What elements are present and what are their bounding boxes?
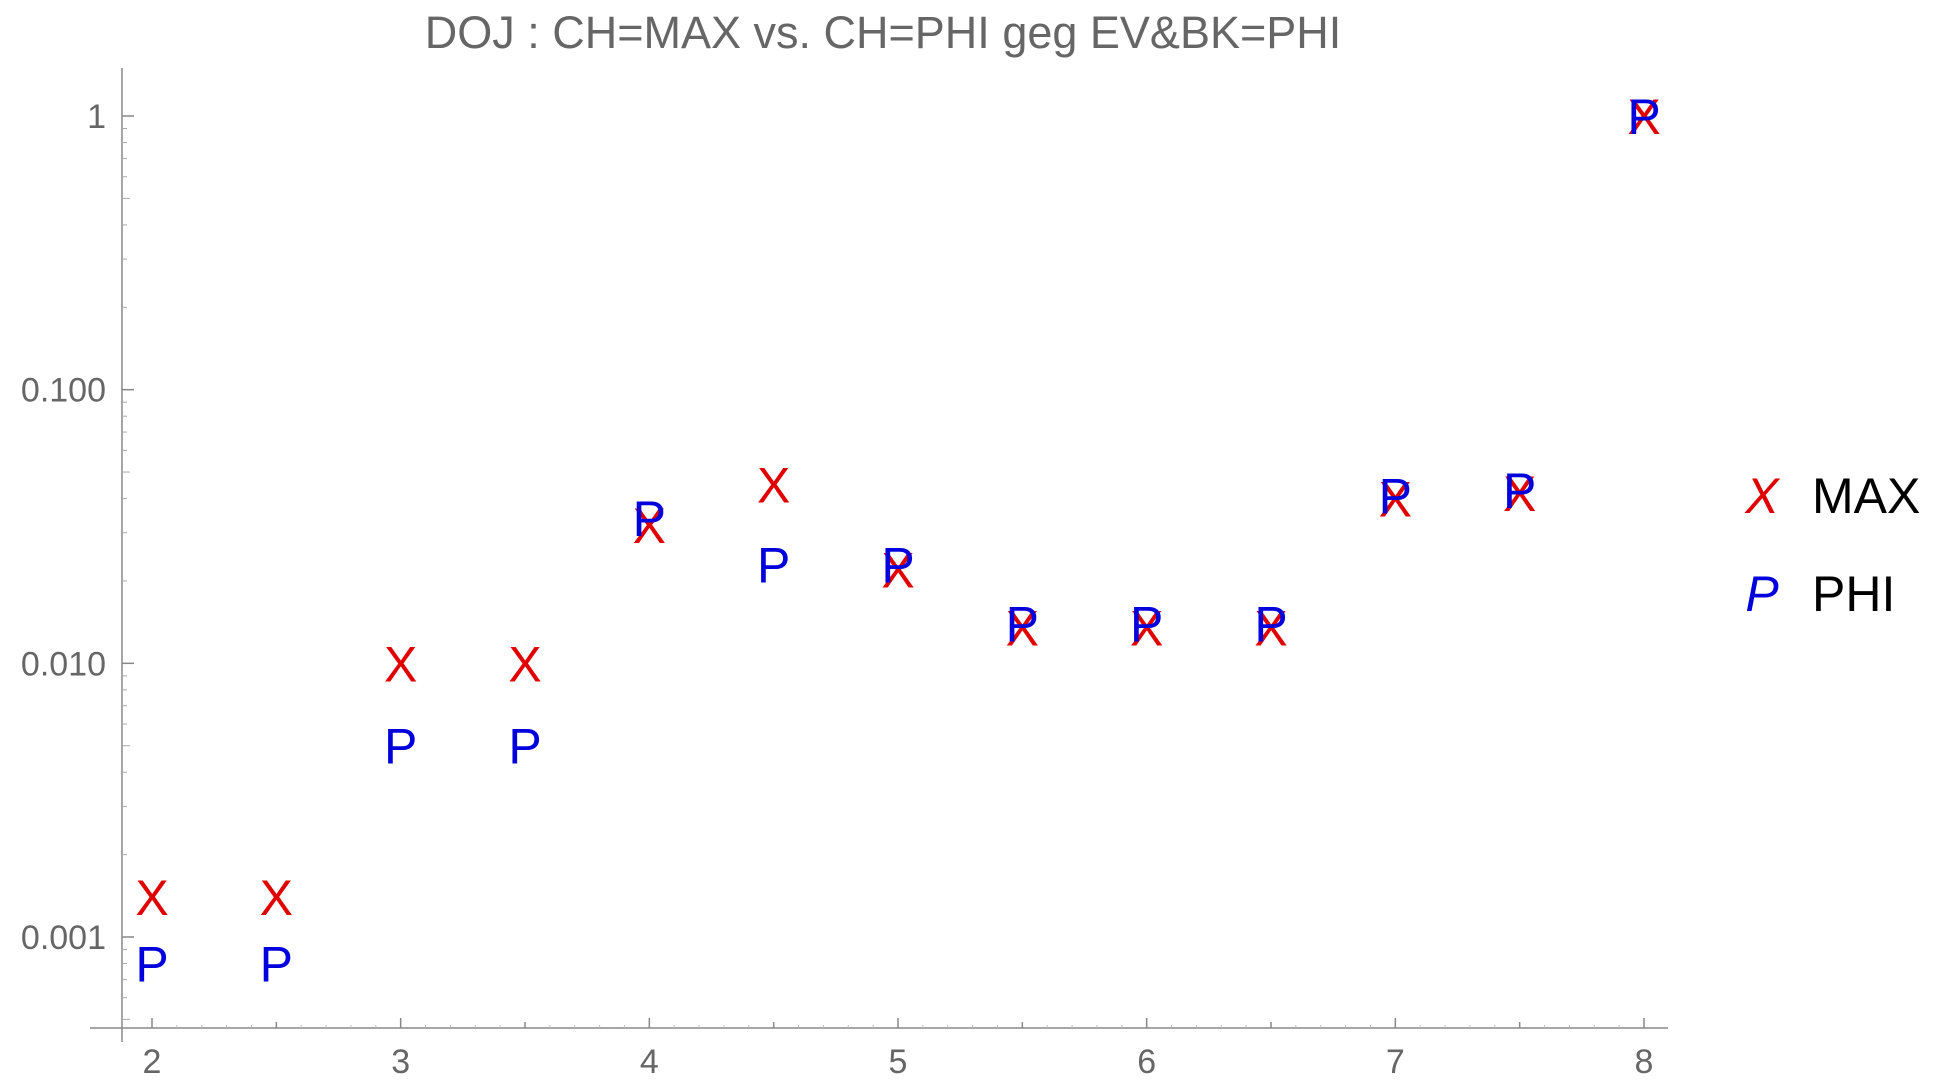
point-phi: P bbox=[881, 537, 914, 593]
point-max: X bbox=[1503, 466, 1536, 522]
point-phi: P bbox=[633, 491, 666, 547]
point-max: X bbox=[135, 870, 168, 926]
point-max: X bbox=[1130, 601, 1163, 657]
point-phi: P bbox=[757, 537, 790, 593]
point-max: X bbox=[757, 458, 790, 514]
point-max: X bbox=[881, 543, 914, 599]
legend-marker-max: X bbox=[1744, 468, 1780, 524]
x-tick-label: 5 bbox=[889, 1043, 908, 1081]
point-max: X bbox=[384, 636, 417, 692]
y-tick-label: 0.100 bbox=[21, 372, 106, 410]
y-tick-label: 1 bbox=[87, 98, 106, 136]
y-tick-label: 0.001 bbox=[21, 919, 106, 957]
point-max: X bbox=[260, 870, 293, 926]
legend-label-max: MAX bbox=[1812, 468, 1920, 524]
point-phi: P bbox=[1254, 596, 1287, 652]
x-tick-label: 8 bbox=[1635, 1043, 1654, 1081]
point-phi: P bbox=[508, 719, 541, 775]
point-max: X bbox=[1627, 89, 1660, 145]
point-max: X bbox=[1006, 601, 1039, 657]
point-max: X bbox=[1254, 601, 1287, 657]
chart-title: DOJ : CH=MAX vs. CH=PHI geg EV&BK=PHI bbox=[425, 7, 1342, 58]
point-phi: P bbox=[260, 937, 293, 993]
point-phi: P bbox=[1130, 596, 1163, 652]
legend: X MAX P PHI bbox=[1744, 468, 1920, 622]
point-phi: P bbox=[1627, 89, 1660, 145]
x-tick-label: 7 bbox=[1386, 1043, 1405, 1081]
point-max: X bbox=[508, 636, 541, 692]
point-phi: P bbox=[1379, 469, 1412, 525]
point-phi: P bbox=[384, 719, 417, 775]
point-phi: P bbox=[1006, 596, 1039, 652]
x-tick-label: 3 bbox=[391, 1043, 410, 1081]
x-tick-label: 2 bbox=[143, 1043, 162, 1081]
x-tick-label: 4 bbox=[640, 1043, 659, 1081]
axes: 2 3 4 5 6 7 8 0.001 0.010 0.100 1 bbox=[21, 68, 1668, 1081]
point-phi: P bbox=[1503, 463, 1536, 519]
legend-marker-phi: P bbox=[1745, 566, 1779, 622]
legend-label-phi: PHI bbox=[1812, 566, 1895, 622]
point-phi: P bbox=[135, 937, 168, 993]
x-tick-label: 6 bbox=[1137, 1043, 1156, 1081]
point-max: X bbox=[1379, 472, 1412, 528]
y-tick-label: 0.010 bbox=[21, 645, 106, 683]
point-max: X bbox=[633, 498, 666, 554]
